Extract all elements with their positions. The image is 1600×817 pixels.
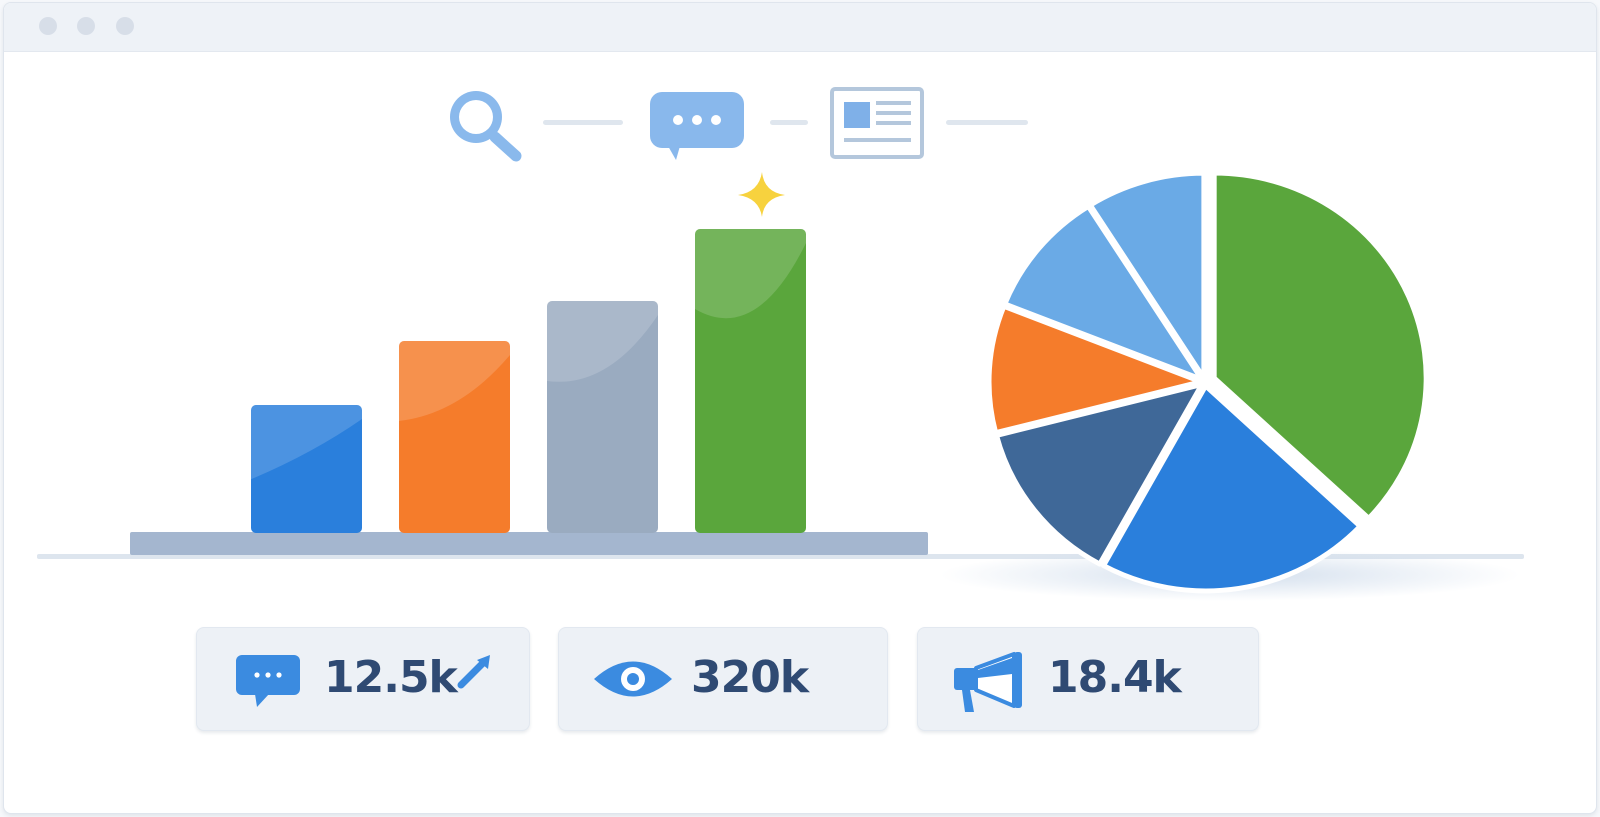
article-icon[interactable] <box>830 86 925 160</box>
pie-slice-2[interactable] <box>1100 383 1363 594</box>
chat-bubble-icon <box>236 655 300 707</box>
bar-highlight <box>695 229 806 319</box>
window-control-dot[interactable] <box>116 17 134 35</box>
megaphone-icon <box>954 652 1022 712</box>
bar-1[interactable] <box>251 405 362 533</box>
stat-value-views: 320k <box>691 652 809 703</box>
stat-value-comments: 12.5k <box>324 652 458 703</box>
stat-card-views[interactable]: 320k <box>558 627 888 731</box>
sparkle-icon <box>738 172 785 217</box>
bar-chart-base <box>130 532 928 555</box>
icon-connector-line <box>946 120 1028 125</box>
window-titlebar <box>4 3 1596 52</box>
trend-up-icon <box>457 655 490 689</box>
bar-highlight <box>251 405 362 480</box>
stat-card-comments[interactable]: 12.5k <box>196 627 530 731</box>
pie-slice-5[interactable] <box>1002 203 1205 382</box>
pie-chart <box>986 170 1429 594</box>
pie-slice-4[interactable] <box>986 303 1204 436</box>
bar-3[interactable] <box>547 301 658 533</box>
bar-highlight <box>547 301 658 382</box>
bar-highlight <box>399 341 510 421</box>
icon-connector-line <box>543 120 623 125</box>
pie-slice-6[interactable] <box>1087 170 1207 381</box>
stat-value-shares: 18.4k <box>1048 652 1182 703</box>
window-control-dot[interactable] <box>77 17 95 35</box>
bar-chart <box>251 229 806 533</box>
eye-icon <box>594 661 672 697</box>
icon-connector-line <box>770 120 808 125</box>
search-icon[interactable] <box>440 85 530 165</box>
chat-bubble-icon[interactable] <box>648 90 748 162</box>
window-control-dot[interactable] <box>39 17 57 35</box>
stat-card-shares[interactable]: 18.4k <box>917 627 1259 731</box>
bar-2[interactable] <box>399 341 510 533</box>
bar-4[interactable] <box>695 229 806 533</box>
pie-slice-1[interactable] <box>1211 170 1429 521</box>
pie-slice-3[interactable] <box>994 381 1205 567</box>
